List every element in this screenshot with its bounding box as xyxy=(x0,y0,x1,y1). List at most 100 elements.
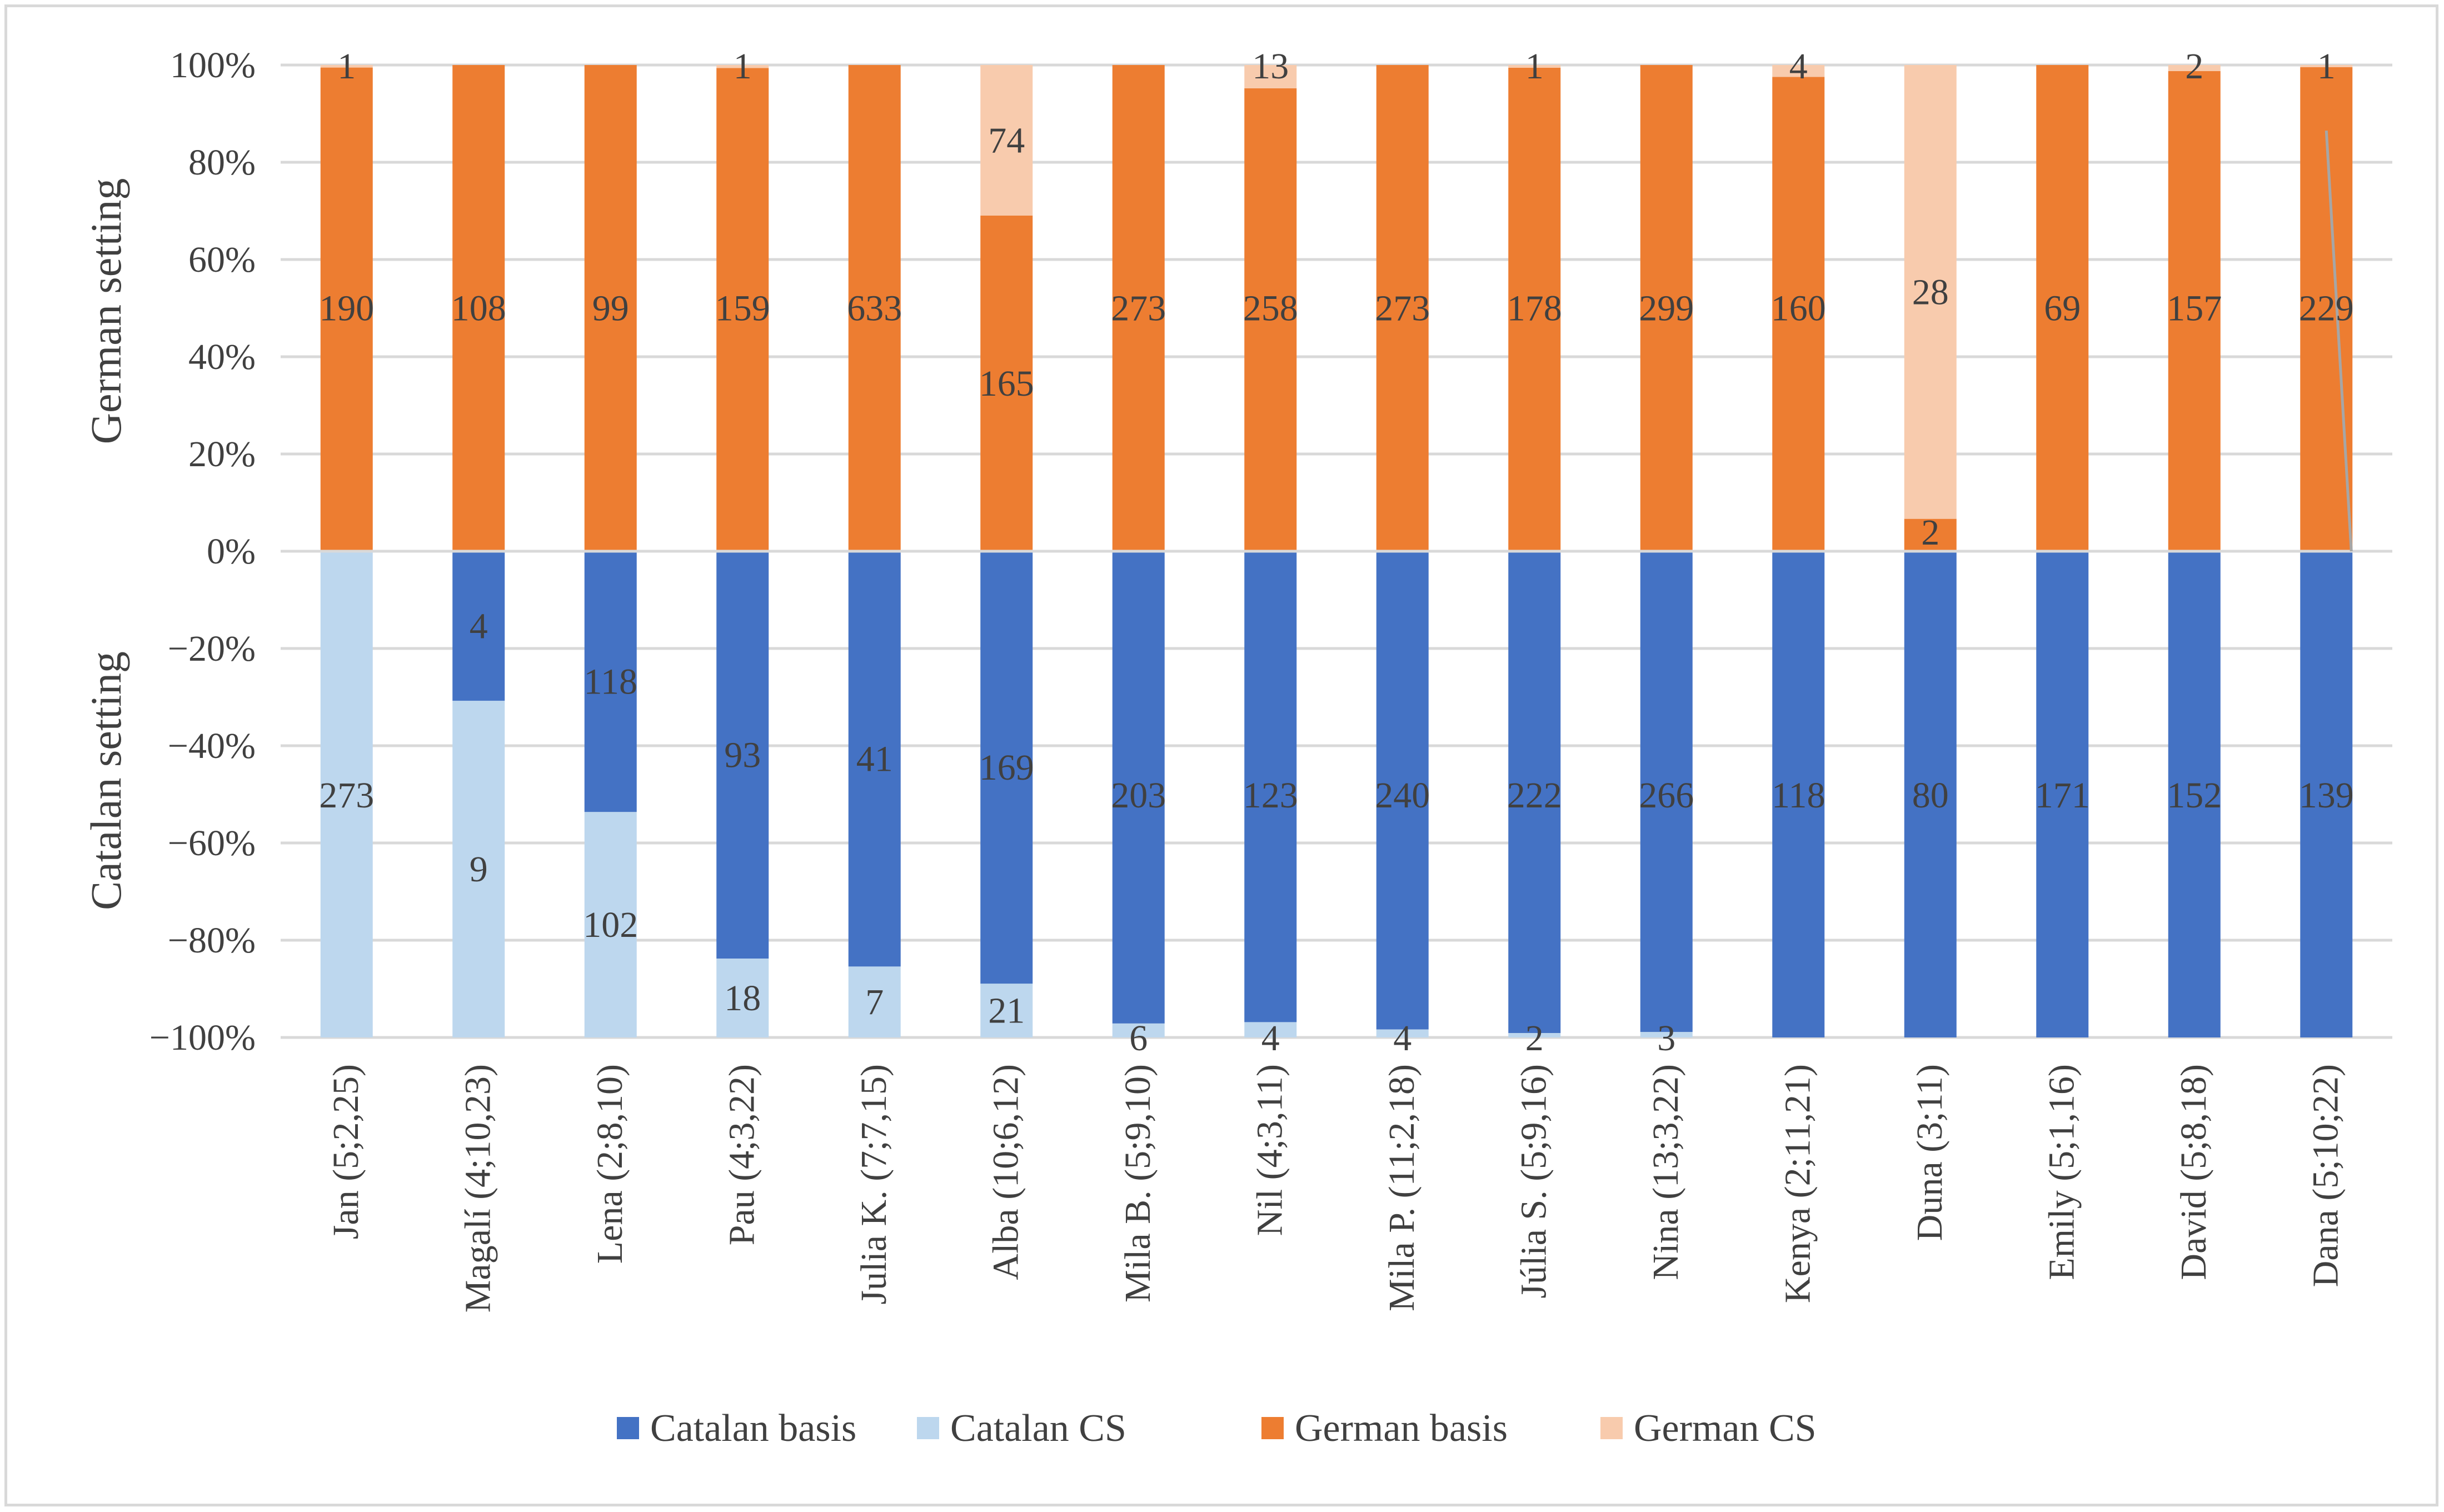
y-tick-label: −40% xyxy=(168,726,256,766)
x-tick-label-nina-13-3-22: Nina (13;3,22) xyxy=(1645,1064,1686,1280)
bar-catalan-cs-julia-k-7-7-15 xyxy=(848,966,901,1037)
data-label-german-basis-kenya-2-11-21: 160 xyxy=(1771,288,1826,329)
y-tick-label: 40% xyxy=(188,337,256,377)
data-label-german-basis-nil-4-3-11: 258 xyxy=(1243,288,1298,329)
bar-catalan-cs-julia-s-5-9-16 xyxy=(1508,1033,1561,1037)
y-tick-label: 20% xyxy=(188,434,256,475)
bar-catalan-basis-nina-13-3-22 xyxy=(1640,551,1693,1032)
bar-catalan-cs-mila-p-11-2-18 xyxy=(1376,1029,1429,1037)
bar-german-cs-duna-3-11 xyxy=(1904,65,1957,519)
bar-german-basis-pau-4-3-22 xyxy=(716,68,769,551)
bar-catalan-cs-nil-4-3-11 xyxy=(1244,1022,1297,1037)
x-axis: Jan (5;2,25) Magalí (4;10,23) Lena (2;8,10… xyxy=(326,1064,2346,1313)
data-label-catalan-basis-lena-2-8-10: 118 xyxy=(583,662,637,702)
data-label-catalan-basis-mila-p-11-2-18: 240 xyxy=(1375,775,1430,816)
data-label-german-basis-jan-5-2-25: 190 xyxy=(319,288,374,329)
legend-swatch-german-basis xyxy=(1261,1417,1284,1439)
bar-german-cs-david-5-8-18 xyxy=(2168,65,2221,72)
legend-item-catalan-cs: Catalan CS xyxy=(917,1407,1126,1450)
bar-german-basis-david-5-8-18 xyxy=(2168,71,2221,551)
leader-line-dana-german-cs xyxy=(2325,130,2353,552)
data-label-german-cs-david-5-8-18: 2 xyxy=(2185,46,2203,87)
data-label-catalan-cs-lena-2-8-10: 102 xyxy=(583,905,638,945)
y-axis-title-catalan-setting: Catalan setting xyxy=(82,651,130,910)
bar-german-basis-mila-p-11-2-18 xyxy=(1376,65,1429,551)
data-label-german-basis-julia-s-5-9-16: 178 xyxy=(1507,288,1562,329)
bar-catalan-basis-duna-3-11 xyxy=(1904,551,1957,1037)
legend-label-german-cs: German CS xyxy=(1634,1407,1817,1450)
x-tick-label-nil-4-3-11: Nil (4;3,11) xyxy=(1249,1064,1290,1236)
bar-catalan-basis-dana-5-10-22 xyxy=(2300,551,2353,1037)
data-label-german-basis-mila-p-11-2-18: 273 xyxy=(1375,288,1430,329)
y-tick-label: −60% xyxy=(168,823,256,864)
legend-item-german-basis: German basis xyxy=(1261,1407,1508,1450)
data-label-german-basis-lena-2-8-10: 99 xyxy=(592,288,629,329)
bar-catalan-basis-mila-b-5-9-10 xyxy=(1112,551,1165,1024)
bar-catalan-cs-magali-4-10-23 xyxy=(452,701,505,1037)
data-label-catalan-cs-alba-10-6-12: 21 xyxy=(988,991,1025,1031)
legend-label-catalan-basis: Catalan basis xyxy=(650,1407,856,1450)
leader-lines xyxy=(2325,130,2353,552)
data-label-catalan-basis-alba-10-6-12: 169 xyxy=(979,747,1034,788)
data-label-catalan-basis-magali-4-10-23: 4 xyxy=(470,606,488,647)
legend: Catalan basis Catalan CS German basis Germa… xyxy=(617,1407,1817,1450)
data-label-catalan-basis-mila-b-5-9-10: 203 xyxy=(1111,775,1166,816)
chart-frame: 273 190 1 4 9 108 118 102 99 93 18 159 1 41 7 633 169 21 1… xyxy=(4,4,2438,1506)
data-label-german-cs-jan-5-2-25: 1 xyxy=(337,46,356,87)
bar-catalan-cs-nina-13-3-22 xyxy=(1640,1032,1693,1037)
data-label-german-basis-mila-b-5-9-10: 273 xyxy=(1111,288,1166,329)
bar-german-basis-nil-4-3-11 xyxy=(1244,88,1297,551)
bar-german-basis-nina-13-3-22 xyxy=(1640,65,1693,551)
data-label-catalan-cs-pau-4-3-22: 18 xyxy=(724,978,761,1019)
y-axis-title-german-setting: German setting xyxy=(82,178,130,445)
y-axis: 100% 80% 60% 40% 20% 0% −20% −40% −60% −80% −100% xyxy=(149,45,256,1058)
y-tick-label: 60% xyxy=(188,239,256,280)
data-label-german-cs-julia-s-5-9-16: 1 xyxy=(1525,46,1544,87)
data-label-catalan-basis-kenya-2-11-21: 118 xyxy=(1772,775,1825,816)
data-label-german-basis-magali-4-10-23: 108 xyxy=(451,288,506,329)
data-label-catalan-basis-nina-13-3-22: 266 xyxy=(1639,775,1694,816)
data-label-catalan-cs-nil-4-3-11: 4 xyxy=(1261,1018,1280,1059)
bar-german-cs-jan-5-2-25 xyxy=(320,65,373,68)
x-tick-label-lena-2-8-10: Lena (2;8,10) xyxy=(590,1064,630,1264)
bar-german-basis-julia-s-5-9-16 xyxy=(1508,67,1561,552)
data-label-catalan-basis-emily-5-1-16: 171 xyxy=(2035,775,2090,816)
x-tick-label-julia-s-5-9-16: Júlia S. (5;9,16) xyxy=(1513,1064,1554,1299)
x-tick-label-jan-5-2-25: Jan (5;2,25) xyxy=(326,1064,366,1239)
bar-catalan-basis-david-5-8-18 xyxy=(2168,551,2221,1037)
data-label-german-cs-alba-10-6-12: 74 xyxy=(988,120,1025,161)
data-label-catalan-basis-julia-k-7-7-15: 41 xyxy=(856,739,893,780)
data-label-catalan-cs-mila-p-11-2-18: 4 xyxy=(1393,1018,1411,1059)
data-label-catalan-cs-julia-k-7-7-15: 7 xyxy=(865,982,884,1022)
bar-catalan-cs-pau-4-3-22 xyxy=(716,959,769,1037)
legend-label-catalan-cs: Catalan CS xyxy=(950,1407,1126,1450)
data-label-german-cs-duna-3-11: 28 xyxy=(1912,272,1949,312)
x-tick-label-david-5-8-18: David (5;8,18) xyxy=(2173,1064,2214,1280)
legend-swatch-catalan-basis xyxy=(617,1417,639,1439)
bar-german-basis-jan-5-2-25 xyxy=(320,67,373,551)
data-label-german-basis-nina-13-3-22: 299 xyxy=(1639,288,1694,329)
bar-catalan-basis-nil-4-3-11 xyxy=(1244,551,1297,1022)
y-tick-label: 80% xyxy=(188,142,256,183)
bar-catalan-cs-alba-10-6-12 xyxy=(980,984,1033,1037)
bar-catalan-basis-mila-p-11-2-18 xyxy=(1376,551,1429,1030)
bar-german-cs-pau-4-3-22 xyxy=(716,65,769,68)
bar-german-basis-mila-b-5-9-10 xyxy=(1112,65,1165,551)
data-label-german-basis-alba-10-6-12: 165 xyxy=(979,363,1034,404)
data-label-german-basis-dana-5-10-22: 229 xyxy=(2299,288,2354,329)
data-label-catalan-basis-pau-4-3-22: 93 xyxy=(724,735,761,776)
legend-item-german-cs: German CS xyxy=(1600,1407,1817,1450)
bar-german-basis-julia-k-7-7-15 xyxy=(848,65,901,551)
stacked-bar-chart: 2731901491081181029993181591417633169211… xyxy=(82,45,2392,1450)
data-label-german-cs-dana-5-10-22: 1 xyxy=(2317,46,2336,87)
y-tick-label: −20% xyxy=(168,628,256,669)
bar-catalan-basis-emily-5-1-16 xyxy=(2036,551,2089,1037)
y-tick-label: −80% xyxy=(168,920,256,961)
x-tick-label-alba-10-6-12: Alba (10;6,12) xyxy=(985,1064,1026,1280)
bar-catalan-basis-alba-10-6-12 xyxy=(980,551,1033,984)
bar-catalan-cs-jan-5-2-25 xyxy=(320,551,373,1037)
data-label-catalan-cs-julia-s-5-9-16: 2 xyxy=(1525,1018,1544,1059)
data-label-german-basis-david-5-8-18: 157 xyxy=(2167,288,2222,329)
x-tick-label-mila-p-11-2-18: Mila P. (11;2,18) xyxy=(1381,1064,1422,1311)
legend-item-catalan-basis: Catalan basis xyxy=(617,1407,856,1450)
